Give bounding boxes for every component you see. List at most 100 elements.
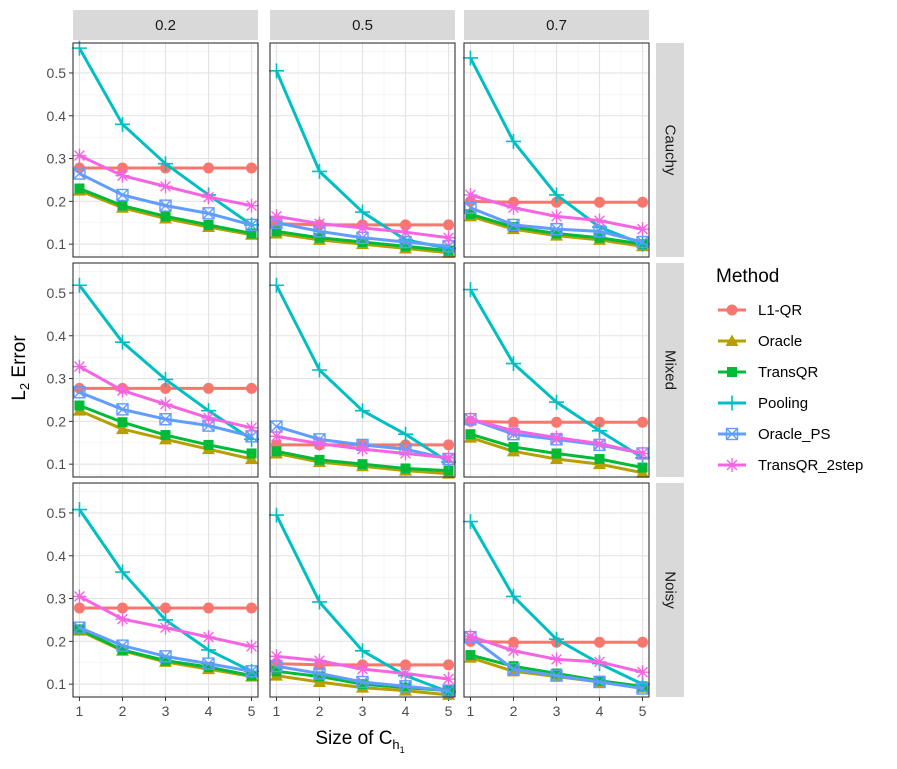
series-transqr-2step xyxy=(72,589,259,654)
data-point xyxy=(443,465,454,476)
data-point xyxy=(637,196,649,208)
series-transqr-2step xyxy=(269,209,456,245)
data-point xyxy=(312,653,327,668)
y-tick-label: 0.5 xyxy=(47,505,67,521)
data-point xyxy=(244,420,259,435)
data-point xyxy=(636,235,649,249)
panel-border xyxy=(72,262,259,478)
data-point xyxy=(635,446,650,461)
data-point xyxy=(311,362,327,378)
data-point xyxy=(463,412,478,427)
data-point xyxy=(74,183,85,194)
series-oracle-ps xyxy=(73,386,258,443)
series-oracle-ps xyxy=(270,659,455,697)
data-point xyxy=(550,222,563,236)
data-point xyxy=(246,162,258,174)
data-point xyxy=(463,187,478,202)
data-point xyxy=(201,630,216,645)
data-point xyxy=(441,672,456,687)
data-point xyxy=(117,644,128,655)
data-point xyxy=(636,682,649,695)
data-point xyxy=(73,382,85,394)
data-point xyxy=(72,148,87,163)
legend-items: L1-QR Oracle TransQR Pooling Oracle_PS TransQ… xyxy=(718,302,863,474)
data-point xyxy=(246,228,257,239)
row-strip-label: Noisy xyxy=(662,571,679,609)
data-point xyxy=(203,219,214,230)
data-point xyxy=(443,439,455,451)
data-point xyxy=(117,417,128,428)
panel-border xyxy=(463,262,650,478)
data-point xyxy=(508,442,519,453)
row-strip-cauchy: Cauchy xyxy=(656,43,684,257)
legend-label: L1-QR xyxy=(758,302,802,319)
data-point xyxy=(271,226,282,237)
data-point xyxy=(158,620,173,635)
data-point xyxy=(115,168,130,183)
data-point xyxy=(549,209,564,224)
x-tick-label: 2 xyxy=(316,703,324,719)
data-point xyxy=(244,639,259,654)
data-point xyxy=(441,450,456,465)
data-point xyxy=(71,502,87,518)
data-point xyxy=(114,564,130,580)
data-point xyxy=(201,642,217,658)
legend-item-oracle: Oracle xyxy=(718,333,802,350)
data-point xyxy=(399,680,412,693)
data-point xyxy=(160,430,171,441)
col-strip-0-2: 0.2 xyxy=(73,10,258,40)
data-point xyxy=(551,228,562,239)
panel-border xyxy=(463,42,650,258)
panel-border xyxy=(72,42,259,258)
x-axis-title: Size of Ch1 xyxy=(315,728,404,755)
data-point xyxy=(465,429,476,440)
data-point xyxy=(549,652,564,667)
panel-noisy-0-7 xyxy=(462,482,651,698)
data-point xyxy=(268,277,284,293)
data-point xyxy=(203,439,214,450)
data-point xyxy=(115,612,130,627)
data-point xyxy=(508,222,519,233)
data-point xyxy=(400,219,412,231)
data-point xyxy=(311,163,327,179)
data-point xyxy=(116,188,129,202)
data-point xyxy=(594,636,606,648)
data-point xyxy=(116,162,128,174)
x-tick-label: 2 xyxy=(119,703,127,719)
x-axis-title-sub: h xyxy=(392,737,399,752)
data-point xyxy=(465,650,476,661)
panel-border xyxy=(463,482,650,698)
data-point xyxy=(443,219,455,231)
data-point xyxy=(398,426,414,442)
y-tick-label: 0.4 xyxy=(47,548,67,564)
data-point xyxy=(314,671,325,682)
data-point xyxy=(159,650,172,663)
data-point xyxy=(357,459,368,470)
x-tick-label: 1 xyxy=(273,703,281,719)
data-point xyxy=(160,602,171,614)
data-point xyxy=(158,371,173,387)
data-point xyxy=(73,621,86,634)
data-point xyxy=(635,222,650,237)
x-tick-label: 3 xyxy=(162,703,170,719)
x-tick-label: 3 xyxy=(359,703,367,719)
data-point xyxy=(507,218,520,232)
y-ticks-mixed: 0.1 0.2 0.3 0.4 0.5 xyxy=(47,285,73,472)
data-point xyxy=(551,416,562,428)
data-point xyxy=(549,631,564,647)
x-tick-label: 5 xyxy=(445,703,453,719)
data-point xyxy=(158,397,173,412)
x-tick-label: 1 xyxy=(467,703,475,719)
x-tick-label: 5 xyxy=(639,703,647,719)
y-tick-label: 0.3 xyxy=(47,371,67,387)
data-point xyxy=(462,514,478,530)
data-point xyxy=(246,448,257,459)
data-point xyxy=(506,423,521,438)
y-tick-label: 0.3 xyxy=(47,151,67,167)
data-point xyxy=(160,211,171,222)
data-point xyxy=(268,63,284,79)
data-point xyxy=(201,410,216,425)
data-point xyxy=(114,116,130,132)
panel-grid xyxy=(73,263,258,477)
